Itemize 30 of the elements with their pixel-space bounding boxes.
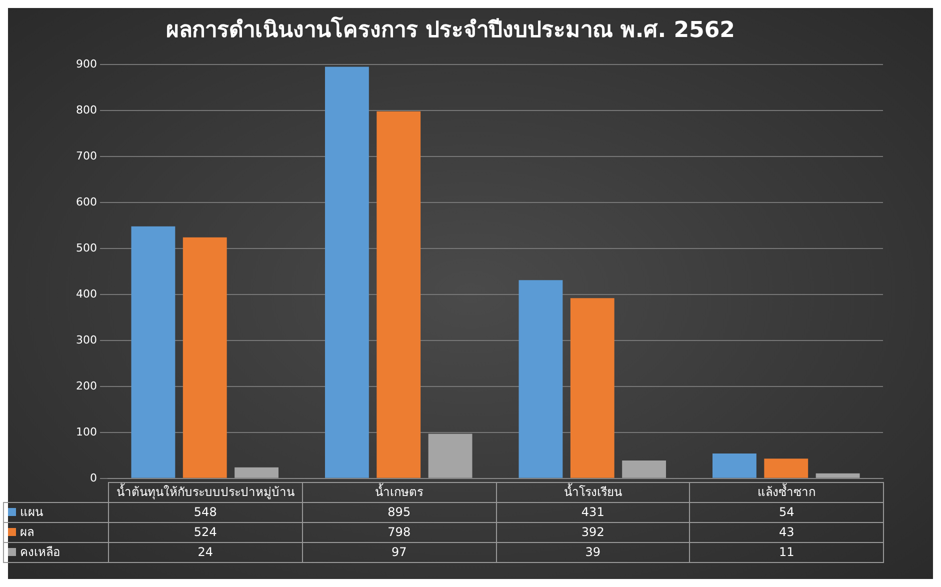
- data-label: 431: [496, 502, 690, 522]
- x-tick-label: น้ำโรงเรียน: [496, 482, 690, 502]
- data-label: 11: [690, 542, 884, 562]
- data-label: 39: [496, 542, 690, 562]
- y-tick-label: 0: [90, 471, 97, 484]
- y-tick-label: 700: [76, 149, 97, 162]
- data-label: 43: [690, 522, 884, 542]
- data-label: 97: [302, 542, 496, 562]
- legend-label: แผน: [20, 505, 43, 519]
- data-label: 24: [108, 542, 302, 562]
- data-label: 392: [496, 522, 690, 542]
- y-tick-label: 100: [76, 425, 97, 438]
- legend-label: คงเหลือ: [20, 545, 60, 559]
- data-label: 895: [302, 502, 496, 522]
- y-tick-label: 300: [76, 333, 97, 346]
- y-tick-label: 600: [76, 195, 97, 208]
- y-tick-label: 900: [76, 57, 97, 70]
- x-tick-label: น้ำต้นทุนให้กับระบบประปาหมู่บ้าน: [108, 482, 302, 502]
- x-tick-label: แล้งซ้ำซาก: [690, 482, 884, 502]
- data-label: 54: [690, 502, 884, 522]
- y-tick-label: 500: [76, 241, 97, 254]
- legend-label: ผล: [20, 525, 34, 539]
- data-label: 524: [108, 522, 302, 542]
- y-tick-label: 200: [76, 379, 97, 392]
- y-tick-label: 800: [76, 103, 97, 116]
- x-tick-label: น้ำเกษตร: [302, 482, 496, 502]
- chart-title: ผลการดำเนินงานโครงการ ประจำปีงบประมาณ พ.ศ. 2562: [166, 16, 735, 43]
- data-label: 798: [302, 522, 496, 542]
- data-label: 548: [108, 502, 302, 522]
- y-tick-label: 400: [76, 287, 97, 300]
